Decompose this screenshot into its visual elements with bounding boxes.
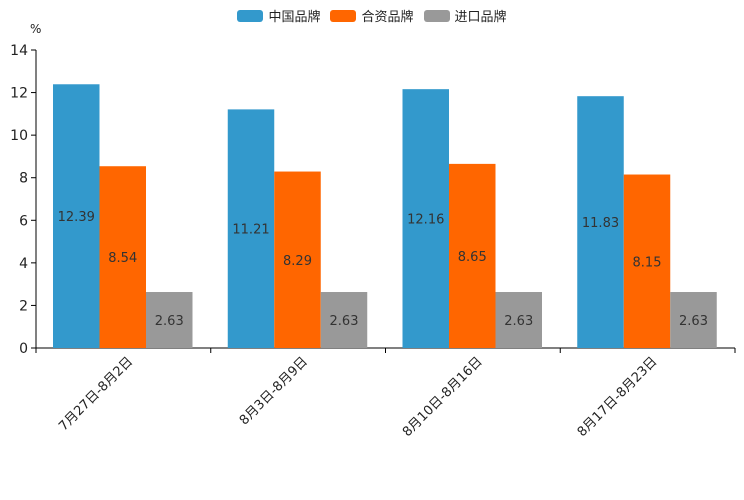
- data-label-imported-brand: 2.63: [330, 314, 359, 329]
- bar-imported-brand[interactable]: [146, 292, 193, 348]
- data-label-china-brand: 11.83: [582, 216, 619, 231]
- y-tick-label: 14: [10, 43, 28, 59]
- bar-china-brand[interactable]: [402, 89, 450, 348]
- legend-label-imported-brand: 进口品牌: [454, 10, 507, 25]
- data-label-imported-brand: 2.63: [504, 314, 533, 329]
- data-label-china-brand: 11.21: [232, 223, 269, 238]
- legend-item-joint-venture-brand[interactable]: 合资品牌: [330, 6, 414, 25]
- bar-imported-brand[interactable]: [320, 292, 368, 348]
- bar-labels: 12.39 11.21 12.16 11.83 8.54 8.29 8.65 8.15 2.63…: [58, 210, 708, 329]
- data-label-imported-brand: 2.63: [155, 314, 184, 329]
- legend-swatch-imported-brand: [423, 9, 450, 22]
- data-label-joint-venture-brand: 8.54: [108, 251, 137, 266]
- y-tick-label: 8: [19, 171, 28, 187]
- y-tick-label: 10: [10, 128, 28, 144]
- data-label-china-brand: 12.39: [58, 210, 95, 225]
- data-label-joint-venture-brand: 8.65: [458, 250, 487, 265]
- y-tick-label: 2: [19, 298, 28, 314]
- data-label-imported-brand: 2.63: [679, 314, 708, 329]
- legend-swatch-china-brand: [237, 9, 264, 22]
- bar-imported-brand[interactable]: [670, 292, 717, 348]
- y-axis-unit-label: %: [30, 22, 41, 36]
- bar-joint-venture-brand[interactable]: [99, 166, 147, 348]
- y-tick-label: 12: [10, 86, 28, 102]
- x-tick-label: 8月17日-8月23日: [575, 354, 661, 440]
- data-label-joint-venture-brand: 8.15: [633, 255, 662, 270]
- bar-china-brand[interactable]: [227, 109, 275, 348]
- legend-item-china-brand[interactable]: 中国品牌: [237, 6, 320, 25]
- legend: 中国品牌 合资品牌 进口品牌: [0, 6, 744, 25]
- legend-item-imported-brand[interactable]: 进口品牌: [423, 6, 507, 25]
- bar-joint-venture-brand[interactable]: [623, 174, 671, 348]
- x-tick-label: 8月10日-8月16日: [400, 354, 486, 440]
- x-tick-label: 8月3日-8月9日: [237, 354, 311, 428]
- bar-joint-venture-brand[interactable]: [274, 171, 321, 348]
- y-axis: 0 2 4 6 8 10 12 14: [10, 43, 37, 357]
- data-label-joint-venture-brand: 8.29: [283, 254, 312, 269]
- data-label-china-brand: 12.16: [407, 213, 444, 228]
- bar-china-brand[interactable]: [577, 96, 624, 348]
- y-tick-label: 0: [19, 341, 28, 357]
- x-tick-label: 7月27日-8月2日: [56, 354, 136, 434]
- legend-label-joint-venture-brand: 合资品牌: [361, 10, 414, 25]
- legend-label-china-brand: 中国品牌: [268, 10, 321, 25]
- bars: [53, 84, 717, 349]
- x-axis: 7月27日-8月2日 8月3日-8月9日 8月10日-8月16日 8月17日-8月23…: [35, 347, 736, 440]
- bar-china-brand[interactable]: [53, 84, 100, 349]
- y-tick-label: 4: [19, 256, 28, 272]
- legend-swatch-joint-venture-brand: [330, 9, 357, 22]
- bar-imported-brand[interactable]: [495, 292, 543, 348]
- y-tick-label: 6: [19, 213, 28, 229]
- bar-joint-venture-brand[interactable]: [449, 163, 496, 348]
